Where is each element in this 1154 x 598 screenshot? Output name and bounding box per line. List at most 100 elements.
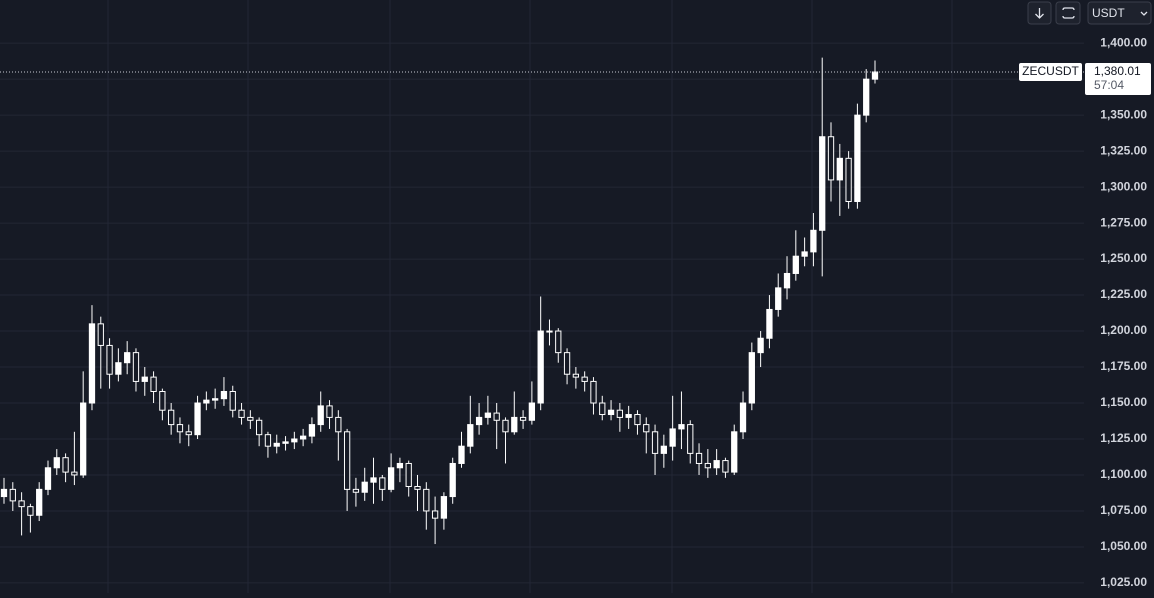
candle-body [687, 424, 694, 454]
candle-body [326, 405, 333, 418]
candle-body [238, 409, 245, 418]
candle-body [282, 441, 289, 444]
candle-body [827, 136, 835, 181]
candle-body [484, 412, 492, 418]
candle-body [502, 419, 509, 433]
candle-body [871, 71, 879, 80]
price-tag [1085, 62, 1151, 95]
y-tick-label: 1,200.00 [1100, 323, 1147, 337]
candles [0, 57, 879, 545]
candle-body [493, 412, 500, 421]
candle-body [361, 481, 368, 493]
candle-body [352, 488, 360, 493]
candle-body [581, 376, 588, 382]
candle-body [660, 445, 667, 454]
y-tick-label: 1,025.00 [1100, 575, 1147, 589]
candle-body [36, 488, 43, 516]
candle-body [704, 462, 711, 469]
candle-body [132, 352, 140, 382]
last-price-label: 1,380.01 [1094, 64, 1141, 78]
candle-body [27, 506, 34, 516]
candle-body [396, 462, 404, 469]
candle-body [563, 352, 571, 375]
candle-body [88, 323, 96, 404]
candle-body [528, 402, 536, 421]
candle-body [370, 477, 377, 483]
candle-body [220, 390, 228, 400]
candle-body [387, 467, 395, 490]
candle-body [291, 438, 298, 443]
symbol-tag [1019, 62, 1082, 81]
y-tick-label: 1,250.00 [1100, 251, 1147, 265]
currency-label: USDT [1092, 6, 1125, 20]
candle-body [423, 488, 430, 512]
currency-dropdown[interactable] [1087, 1, 1152, 25]
candle-body [80, 402, 87, 476]
y-tick-label: 1,125.00 [1100, 431, 1147, 445]
candle-body [616, 409, 623, 418]
candle-body [572, 373, 580, 378]
candle-body [748, 352, 755, 404]
candle-body [247, 416, 254, 421]
candle-body [651, 431, 659, 454]
candle-body [176, 424, 184, 433]
candle-body [669, 428, 676, 447]
y-tick-label: 1,175.00 [1100, 359, 1147, 373]
candle-body [458, 445, 465, 464]
y-tick-label: 1,150.00 [1100, 395, 1147, 409]
candle-body [634, 414, 641, 426]
candle-body [159, 390, 166, 411]
candle-body [194, 402, 201, 436]
dropdown-arrow [1140, 11, 1148, 16]
candle-body [607, 409, 615, 416]
candle-body [511, 416, 518, 433]
candle-body [775, 287, 782, 310]
y-tick-label: 1,300.00 [1100, 179, 1147, 193]
candle-body [722, 460, 729, 473]
candle-body [335, 416, 342, 433]
candle-body [449, 462, 456, 498]
y-tick-label: 1,275.00 [1100, 215, 1147, 229]
y-tick-label: 1,325.00 [1100, 143, 1147, 157]
candle-body [212, 398, 219, 401]
time-grid [107, 0, 953, 593]
reset-button[interactable] [1055, 1, 1081, 25]
candle-body [168, 409, 175, 426]
candle-body [9, 488, 16, 502]
y-tick-label: 1,075.00 [1100, 503, 1147, 517]
candle-body [264, 434, 272, 447]
candle-body [115, 362, 122, 375]
candle-body [783, 272, 791, 289]
y-tick-label: 1,350.00 [1100, 107, 1147, 121]
candle-body [150, 376, 157, 392]
candle-body [71, 471, 78, 476]
candle-body [792, 255, 799, 274]
candle-body [678, 424, 685, 430]
candle-body [810, 229, 817, 253]
candle-body [97, 323, 104, 346]
candle-body [229, 390, 236, 411]
symbol-label: ZECUSDT [1022, 64, 1079, 78]
candle-body [44, 467, 52, 490]
candle-body [625, 414, 632, 418]
candle-body [537, 330, 544, 404]
toolbar: USDT [1027, 1, 1152, 25]
candle-body [203, 399, 210, 404]
candle-body [273, 442, 280, 447]
y-tick-label: 1,225.00 [1100, 287, 1147, 301]
candle-body [379, 477, 386, 490]
candle-body [431, 510, 439, 519]
y-tick-label: 1,400.00 [1100, 35, 1147, 49]
candle-body [519, 416, 527, 421]
reset-icon [1062, 7, 1075, 19]
candle-body [819, 136, 826, 231]
candle-body [0, 488, 8, 498]
candle-body [757, 337, 764, 354]
candle-body [695, 452, 703, 464]
countdown-label: 57:04 [1094, 78, 1124, 92]
candle-body [343, 431, 351, 490]
candle-body [766, 308, 773, 339]
candle-body [590, 380, 597, 404]
